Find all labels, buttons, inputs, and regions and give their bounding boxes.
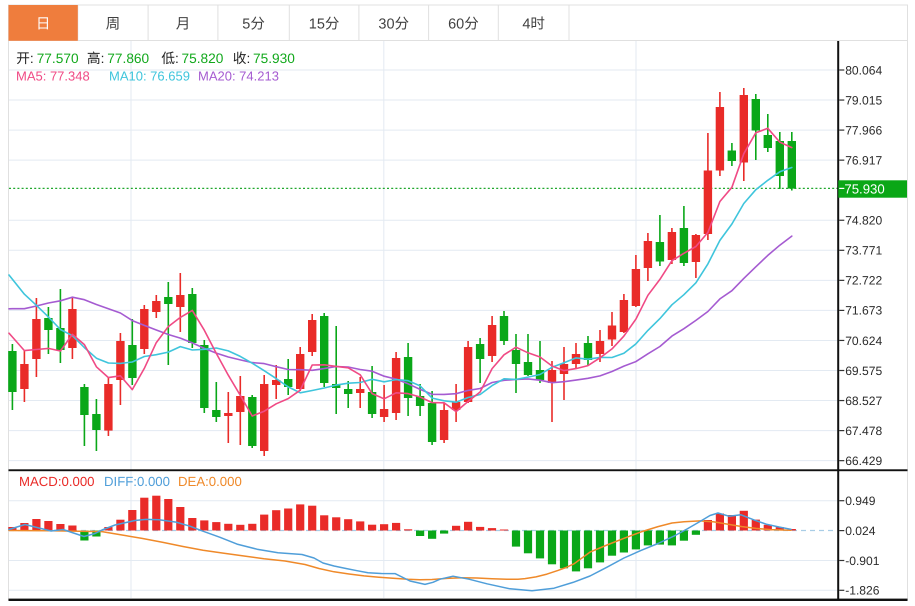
svg-text::: : [101,51,105,66]
svg-text::: : [247,51,251,66]
svg-text:0.024: 0.024 [845,524,876,538]
svg-text:MA5: 77.348: MA5: 77.348 [16,69,90,84]
svg-text:-0.901: -0.901 [845,554,880,568]
svg-text::: : [30,51,34,66]
svg-text:69.575: 69.575 [845,364,882,378]
svg-text:DEA:0.000: DEA:0.000 [178,474,242,489]
svg-text:77.570: 77.570 [37,51,79,66]
svg-text:30: 30 [378,17,394,33]
svg-text:75.820: 75.820 [182,51,224,66]
svg-text:4: 4 [522,17,530,33]
svg-text:74.820: 74.820 [845,214,882,228]
svg-text:67.478: 67.478 [845,424,882,438]
svg-text:71.673: 71.673 [845,304,882,318]
svg-text:70.624: 70.624 [845,334,882,348]
svg-text:66.429: 66.429 [845,454,882,468]
svg-text:72.722: 72.722 [845,274,882,288]
svg-text::: : [175,51,179,66]
svg-text:68.527: 68.527 [845,394,882,408]
svg-text:75.930: 75.930 [844,182,884,197]
svg-text:77.966: 77.966 [845,123,882,137]
svg-text:75.930: 75.930 [253,51,295,66]
svg-text:77.860: 77.860 [107,51,149,66]
svg-text:80.064: 80.064 [845,63,882,77]
svg-text:MA10: 76.659: MA10: 76.659 [109,69,190,84]
svg-text:DIFF:0.000: DIFF:0.000 [104,474,170,489]
svg-text:60: 60 [448,17,464,33]
svg-text:79.015: 79.015 [845,93,882,107]
svg-text:15: 15 [309,17,325,33]
svg-text:0.949: 0.949 [845,494,876,508]
svg-text:MACD:0.000: MACD:0.000 [19,474,95,489]
svg-text:-1.826: -1.826 [845,584,880,598]
svg-text:73.771: 73.771 [845,244,882,258]
svg-text:5: 5 [242,17,250,33]
svg-text:MA20: 74.213: MA20: 74.213 [198,69,279,84]
svg-text:76.917: 76.917 [845,153,882,167]
